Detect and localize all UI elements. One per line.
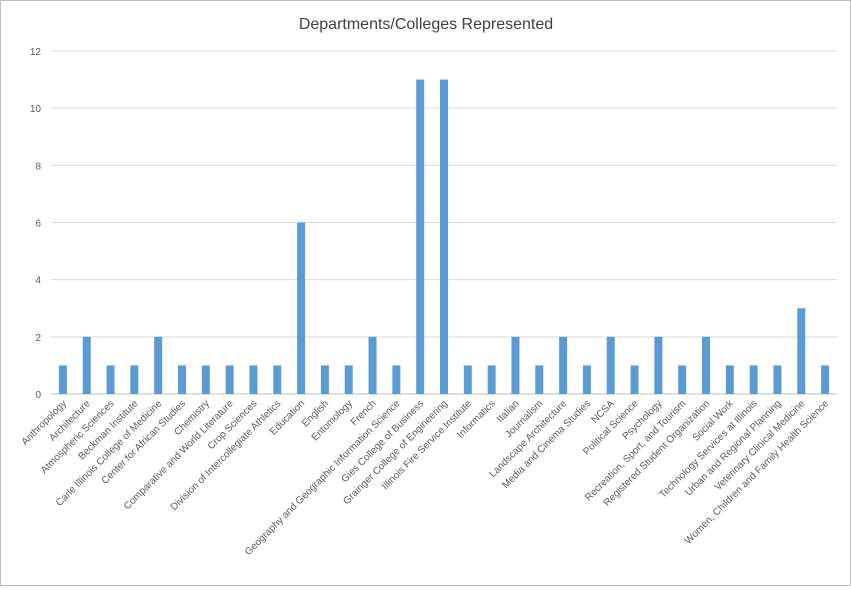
bar: [725, 365, 734, 394]
bar: [773, 365, 782, 394]
bars: [58, 79, 830, 394]
bar: [606, 336, 615, 394]
bar: [678, 365, 687, 394]
bar: [702, 336, 710, 394]
bar: [58, 365, 67, 394]
bar: [535, 365, 544, 394]
bar: [154, 336, 163, 394]
bar: [273, 365, 282, 394]
bar: [201, 365, 210, 394]
y-tick-label: 6: [35, 219, 41, 230]
y-tick-label: 12: [30, 47, 42, 58]
bar: [320, 365, 329, 394]
bar: [511, 336, 520, 394]
bar: [297, 222, 306, 394]
bar: [559, 336, 568, 394]
chart-title: Departments/Colleges Represented: [299, 16, 553, 33]
y-tick-label: 8: [35, 161, 41, 172]
bar: [654, 336, 663, 394]
bar: [487, 365, 496, 394]
y-tick-label: 2: [35, 333, 41, 344]
bar: [749, 365, 758, 394]
bar: [130, 365, 139, 394]
y-tick-label: 4: [35, 276, 41, 287]
y-tick-label: 0: [35, 390, 41, 401]
bar: [178, 365, 186, 394]
bar: [440, 79, 448, 394]
y-tick-label: 10: [30, 104, 42, 115]
bar: [106, 365, 115, 394]
bar: [344, 365, 353, 394]
y-axis-tick-labels: 0 2 4 6 8 10 12: [30, 47, 42, 401]
bar: [416, 79, 425, 394]
bar: [225, 365, 234, 394]
bar: [630, 365, 639, 394]
bar: [582, 365, 591, 394]
bar: [249, 365, 258, 394]
bar: [797, 308, 806, 394]
bar: [392, 365, 401, 394]
bar: [821, 365, 830, 394]
bar: [82, 336, 91, 394]
bar: [368, 336, 377, 394]
bar: [463, 365, 472, 394]
